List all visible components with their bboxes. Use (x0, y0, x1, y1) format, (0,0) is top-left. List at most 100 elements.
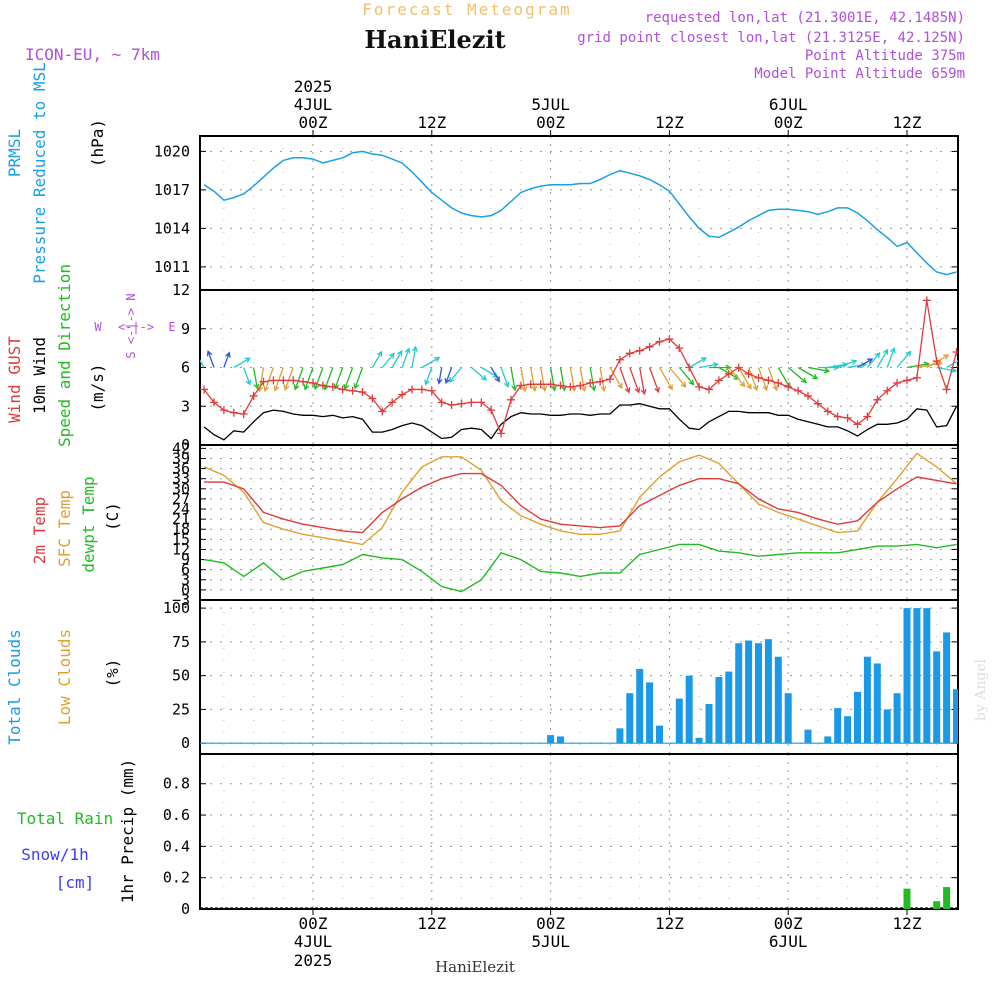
wind-arrow-head (680, 381, 687, 388)
wind-arrow-head (590, 385, 597, 392)
wind-direction-arrow (540, 367, 546, 391)
gust-marker (873, 395, 882, 404)
wind-arrow-head (257, 386, 264, 393)
y-tick-label: 0.4 (163, 837, 190, 855)
wind-arrow-head (725, 364, 732, 371)
gust-marker (734, 363, 743, 372)
gust-marker (358, 388, 367, 397)
compass-s: S (124, 351, 138, 358)
y-tick-label: 1011 (154, 258, 190, 276)
wind-direction-arrow (896, 351, 911, 368)
wind-direction-arrow (629, 367, 640, 393)
wind-arrow-head (688, 379, 695, 386)
pressure-line (203, 150, 957, 276)
label-wind10m: 10m Wind (30, 337, 49, 414)
watermark: by Angel (973, 658, 989, 721)
wind-arrow-head (823, 367, 831, 374)
panel-data (200, 887, 958, 909)
wind-arrow-head (424, 379, 430, 386)
gust-marker (447, 400, 456, 409)
wind-arrow-head (263, 385, 270, 393)
wind-arrow-head (503, 381, 510, 388)
wind-arrow-head (376, 350, 383, 357)
cloud-bar (844, 716, 852, 744)
wind-arrow-head (333, 383, 340, 390)
y-tick-label: 0 (181, 436, 190, 454)
label-gust: Wind GUST (5, 336, 24, 423)
wind-arrow-head (194, 351, 198, 356)
requested-coords: requested lon,lat (21.3001E, 42.1485N) (645, 10, 965, 26)
top-hour-label: 00Z (774, 113, 803, 132)
wind-arrow-head (253, 383, 260, 390)
y-tick-label: 3 (181, 397, 190, 415)
wind-arrow-head (943, 354, 950, 360)
y-tick-label: −3 (172, 591, 190, 609)
wind-direction-arrow (425, 367, 433, 385)
wind-arrow-head (244, 357, 251, 363)
wind-arrow-head (511, 384, 518, 392)
gust-marker (804, 391, 812, 400)
gust-marker (467, 398, 476, 407)
wind-arrow-head (273, 385, 280, 392)
wind-arrow-head (739, 381, 746, 388)
gust-marker (427, 386, 436, 395)
y-tick-label: 39 (172, 449, 190, 467)
y-tick-label: 0 (181, 581, 190, 599)
gust-marker (714, 376, 723, 385)
gust-marker (724, 369, 733, 378)
gust-marker (932, 357, 941, 366)
gust-marker (318, 381, 327, 390)
location-title: HaniElezit (364, 25, 505, 54)
y-tick-label: 9 (181, 551, 190, 569)
label-c: (C) (103, 502, 122, 531)
top-hour-label: 12Z (893, 113, 922, 132)
cloud-bar (725, 671, 733, 744)
wind-arrow-head (245, 379, 252, 386)
bottom-year-label: 2025 (294, 951, 333, 970)
wind-arrow-head (541, 385, 548, 393)
wind-arrow-head (936, 360, 944, 367)
gridpoint-coords: grid point closest lon,lat (21.3125E, 42… (577, 30, 965, 46)
wind-arrow-head (812, 373, 819, 380)
gust-marker (675, 344, 684, 353)
label-total-clouds: Total Clouds (5, 629, 24, 745)
wind-direction-arrow (381, 353, 395, 368)
gust-marker (744, 369, 753, 378)
y-tick-label: 27 (172, 490, 190, 508)
bottom-date-label: 5JUL (531, 932, 570, 951)
wind-direction-arrow (520, 367, 526, 392)
compass-w: W (94, 320, 102, 334)
wind-direction-arrow (401, 348, 410, 368)
cloud-bar (804, 729, 812, 744)
gust-marker (883, 386, 892, 395)
cloud-bar (863, 656, 871, 744)
cloud-bar (883, 709, 891, 744)
wind-arrow-head (293, 384, 300, 391)
gust-marker (497, 429, 506, 438)
wind-arrow-head (303, 384, 310, 391)
wind-arrow-head (772, 384, 779, 392)
wind-direction-arrow (500, 367, 509, 387)
gust-marker (279, 376, 288, 385)
label-pressure: Pressure Reduced to MSL (30, 62, 49, 284)
gust-marker (477, 398, 486, 407)
top-date-label: 4JUL (294, 95, 333, 114)
cloud-bar (854, 691, 861, 744)
gust-marker (249, 391, 258, 400)
y-tick-label: 21 (172, 510, 190, 528)
gust-marker (606, 375, 614, 384)
gust-marker (794, 386, 803, 395)
wind-direction-arrow (589, 367, 595, 391)
product-title: Forecast Meteogram (362, 0, 571, 19)
cloud-bar (923, 608, 931, 744)
wind-direction-arrow (797, 366, 818, 380)
wind-arrow-head (600, 385, 607, 393)
wind-direction-arrow (223, 352, 230, 368)
wind-direction-arrow (334, 367, 344, 389)
wind-direction-arrow (956, 364, 958, 368)
wind-direction-arrow (391, 350, 403, 368)
wind-direction-arrow (480, 366, 498, 378)
wind-arrow-head (959, 358, 964, 362)
wind-direction-arrow (344, 367, 354, 390)
cloud-bar (834, 708, 842, 744)
